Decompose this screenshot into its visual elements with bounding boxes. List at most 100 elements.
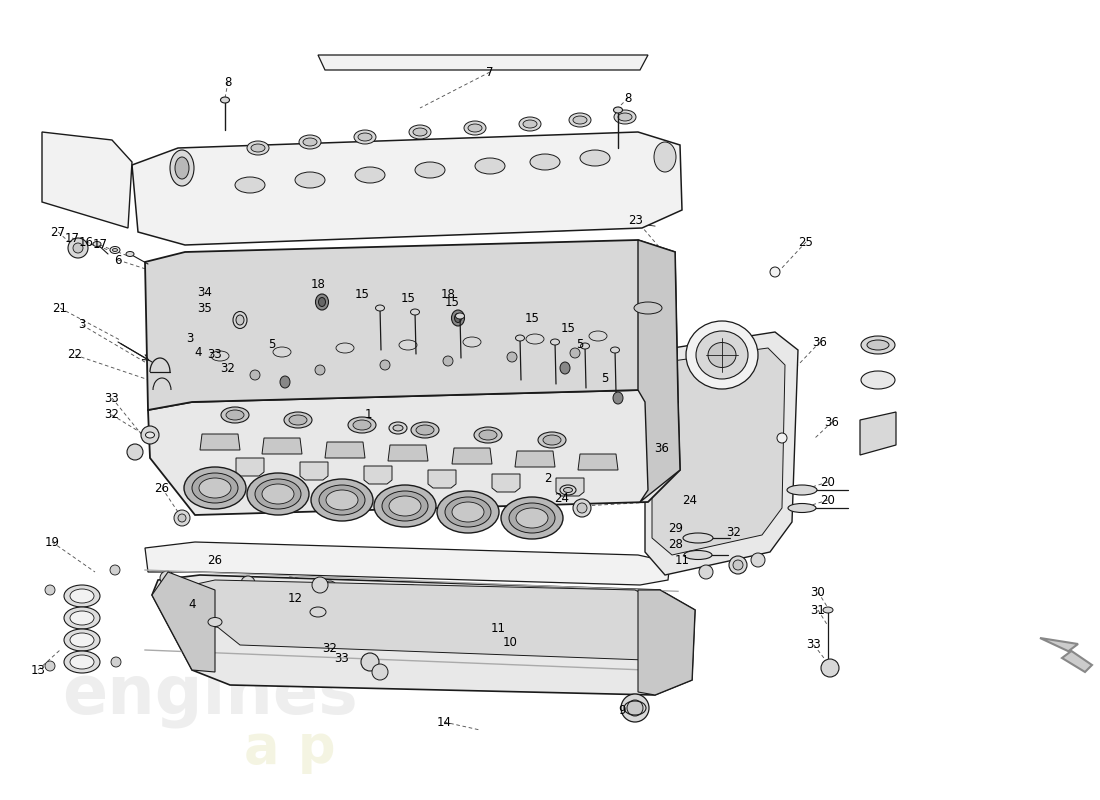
Text: 1: 1: [364, 409, 372, 422]
Text: 23: 23: [628, 214, 643, 226]
Ellipse shape: [64, 629, 100, 651]
Ellipse shape: [64, 585, 100, 607]
Ellipse shape: [64, 607, 100, 629]
Circle shape: [160, 571, 174, 585]
Ellipse shape: [867, 340, 889, 350]
Ellipse shape: [474, 427, 502, 443]
Text: 24: 24: [682, 494, 697, 506]
Ellipse shape: [563, 618, 578, 626]
Text: 12: 12: [287, 591, 303, 605]
Ellipse shape: [455, 313, 464, 319]
Ellipse shape: [543, 435, 561, 445]
Circle shape: [379, 360, 390, 370]
Text: 5: 5: [268, 338, 276, 351]
Circle shape: [178, 514, 186, 522]
Ellipse shape: [618, 113, 632, 121]
Ellipse shape: [249, 593, 307, 631]
Ellipse shape: [437, 491, 499, 533]
Ellipse shape: [314, 597, 371, 635]
Text: 27: 27: [51, 226, 66, 238]
Ellipse shape: [295, 172, 324, 188]
Ellipse shape: [509, 503, 556, 533]
Text: 7: 7: [486, 66, 494, 78]
Ellipse shape: [684, 550, 712, 559]
Circle shape: [174, 510, 190, 526]
Ellipse shape: [463, 337, 481, 347]
Text: 17: 17: [65, 231, 79, 245]
Ellipse shape: [145, 432, 154, 438]
Ellipse shape: [316, 294, 329, 310]
Polygon shape: [645, 332, 797, 575]
Polygon shape: [200, 434, 240, 450]
Polygon shape: [492, 474, 520, 492]
Text: a p: a p: [244, 722, 336, 774]
Circle shape: [405, 585, 419, 599]
Ellipse shape: [503, 609, 561, 647]
Text: 32: 32: [322, 642, 338, 654]
Text: 20: 20: [821, 494, 835, 506]
Ellipse shape: [696, 331, 748, 379]
Polygon shape: [148, 390, 680, 515]
Polygon shape: [364, 466, 392, 484]
Text: 28: 28: [669, 538, 683, 551]
Circle shape: [141, 426, 160, 444]
Text: 14: 14: [437, 715, 451, 729]
Text: 11: 11: [674, 554, 690, 566]
Polygon shape: [300, 462, 328, 480]
Text: 32: 32: [727, 526, 741, 538]
Ellipse shape: [311, 479, 373, 521]
Ellipse shape: [861, 336, 895, 354]
Text: 6: 6: [114, 254, 122, 266]
Circle shape: [578, 503, 587, 513]
Circle shape: [443, 356, 453, 366]
Ellipse shape: [175, 157, 189, 179]
Polygon shape: [324, 442, 365, 458]
Circle shape: [573, 499, 591, 517]
Ellipse shape: [320, 602, 364, 630]
Ellipse shape: [256, 598, 300, 626]
Text: 21: 21: [53, 302, 67, 314]
Text: 36: 36: [654, 442, 670, 454]
Text: 24: 24: [554, 491, 570, 505]
Ellipse shape: [415, 162, 446, 178]
Ellipse shape: [683, 533, 713, 543]
Ellipse shape: [348, 417, 376, 433]
Circle shape: [698, 565, 713, 579]
Ellipse shape: [393, 425, 403, 431]
Text: 29: 29: [669, 522, 683, 534]
Circle shape: [729, 556, 747, 574]
Ellipse shape: [353, 420, 371, 430]
Ellipse shape: [439, 610, 453, 618]
Ellipse shape: [273, 347, 292, 357]
Text: 35: 35: [198, 302, 212, 314]
Ellipse shape: [253, 598, 267, 606]
Polygon shape: [42, 132, 132, 228]
Polygon shape: [152, 575, 695, 695]
Ellipse shape: [446, 497, 491, 527]
Ellipse shape: [383, 606, 427, 634]
Ellipse shape: [355, 167, 385, 183]
Polygon shape: [428, 470, 456, 488]
Text: 26: 26: [208, 554, 222, 566]
Ellipse shape: [64, 651, 100, 673]
Ellipse shape: [516, 508, 548, 528]
Ellipse shape: [284, 412, 312, 428]
Text: 36: 36: [825, 415, 839, 429]
Circle shape: [627, 700, 644, 716]
Circle shape: [751, 553, 764, 567]
Polygon shape: [145, 240, 678, 410]
Ellipse shape: [409, 125, 431, 139]
Polygon shape: [556, 478, 584, 496]
Ellipse shape: [399, 340, 417, 350]
Circle shape: [250, 370, 260, 380]
Ellipse shape: [319, 485, 365, 515]
Circle shape: [487, 590, 500, 604]
Ellipse shape: [475, 158, 505, 174]
Ellipse shape: [310, 607, 326, 617]
Ellipse shape: [614, 110, 636, 124]
Text: 20: 20: [821, 475, 835, 489]
Ellipse shape: [708, 342, 736, 367]
Ellipse shape: [375, 305, 385, 311]
Circle shape: [241, 576, 255, 590]
Circle shape: [323, 581, 337, 595]
